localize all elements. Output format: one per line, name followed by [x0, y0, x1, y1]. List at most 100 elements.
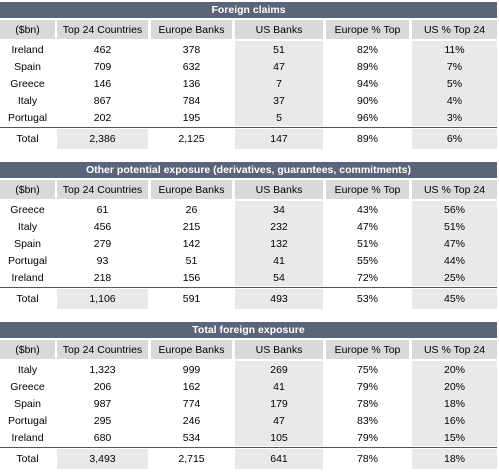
total-cell: 1,106 [57, 289, 148, 309]
column-header: Top 24 Countries [57, 20, 148, 39]
row-label: Ireland [11, 431, 44, 444]
table-cell: 5% [412, 75, 497, 92]
table-cell: 534 [182, 431, 201, 444]
table-cell: 3% [412, 109, 497, 126]
row-label: Portugal [7, 111, 48, 124]
table-cell: 94% [356, 77, 378, 90]
table-cell: 15% [412, 429, 497, 446]
row-label: Greece [10, 77, 45, 90]
row-label: Portugal [7, 254, 48, 267]
table-cell: 83% [356, 414, 378, 427]
total-cell: 45% [412, 289, 497, 309]
table-cell: 47% [412, 235, 497, 252]
table-cell: 279 [93, 237, 112, 250]
column-header: US Banks [235, 340, 323, 359]
column-header: US Banks [235, 20, 323, 39]
table-cell: 51% [412, 218, 497, 235]
table-cell: 156 [182, 271, 201, 284]
column-header: Europe Banks [151, 180, 232, 199]
column-header: Europe Banks [151, 340, 232, 359]
column-header: Europe % Top [326, 180, 409, 199]
table-cell: 43% [356, 203, 378, 216]
table-cell: 232 [235, 218, 323, 235]
table-cell: 709 [93, 60, 112, 73]
table-cell: 295 [93, 414, 112, 427]
table-cell: 61 [96, 203, 109, 216]
table-cell: 378 [182, 43, 201, 56]
row-label: Ireland [11, 271, 44, 284]
total-label: Total [16, 133, 39, 145]
table-cell: 784 [182, 94, 201, 107]
table-cell: 202 [93, 111, 112, 124]
row-label: Greece [10, 380, 45, 393]
table-cell: 206 [93, 380, 112, 393]
table-cell: 20% [412, 378, 497, 395]
table-cell: 75% [356, 363, 378, 376]
row-label: Spain [14, 237, 41, 250]
table-cell: 4% [412, 92, 497, 109]
total-cell: 3,493 [57, 449, 148, 469]
table-cell: 7% [412, 58, 497, 75]
table-cell: 680 [93, 431, 112, 444]
table-cell: 1,323 [89, 363, 116, 376]
total-cell: 2,125 [178, 133, 205, 145]
table-cell: 162 [182, 380, 201, 393]
column-header: US Banks [235, 180, 323, 199]
table-cell: 269 [235, 361, 323, 378]
row-label: Ireland [11, 43, 44, 56]
table-cell: 55% [356, 254, 378, 267]
table-title: Total foreign exposure [0, 322, 497, 338]
table-cell: 987 [93, 397, 112, 410]
total-cell: 591 [182, 293, 201, 305]
total-cell: 147 [235, 129, 323, 149]
table-cell: 20% [412, 361, 497, 378]
table-cell: 93 [96, 254, 109, 267]
table-cell: 96% [356, 111, 378, 124]
row-label: Portugal [7, 414, 48, 427]
column-header: Europe % Top [326, 340, 409, 359]
table-cell: 41 [235, 252, 323, 269]
table-cell: 72% [356, 271, 378, 284]
table-title: Foreign claims [0, 2, 497, 18]
row-label: Italy [17, 94, 38, 107]
table-cell: 246 [182, 414, 201, 427]
table-cell: 51 [235, 41, 323, 58]
table-cell: 82% [356, 43, 378, 56]
table-cell: 51 [185, 254, 198, 267]
column-header: ($bn) [0, 340, 55, 359]
table-cell: 34 [235, 201, 323, 218]
column-header: US % Top 24 [412, 340, 497, 359]
table-cell: 41 [235, 378, 323, 395]
column-header: ($bn) [0, 180, 55, 199]
total-label: Total [16, 453, 39, 465]
table-cell: 136 [182, 77, 201, 90]
total-cell: 641 [235, 449, 323, 469]
table-cell: 47 [235, 58, 323, 75]
table-cell: 26 [185, 203, 198, 216]
table-cell: 146 [93, 77, 112, 90]
table-cell: 79% [356, 431, 378, 444]
row-label: Spain [14, 60, 41, 73]
table-cell: 47% [356, 220, 378, 233]
table-cell: 25% [412, 269, 497, 286]
table-cell: 54 [235, 269, 323, 286]
table-cell: 867 [93, 94, 112, 107]
table-cell: 179 [235, 395, 323, 412]
total-rule [0, 287, 497, 288]
column-header: US % Top 24 [412, 180, 497, 199]
table-cell: 462 [93, 43, 112, 56]
column-header: Top 24 Countries [57, 340, 148, 359]
table-cell: 7 [235, 75, 323, 92]
table-cell: 51% [356, 237, 378, 250]
column-header: US % Top 24 [412, 20, 497, 39]
total-cell: 53% [356, 293, 378, 305]
table-cell: 90% [356, 94, 378, 107]
table-cell: 18% [412, 395, 497, 412]
table-cell: 89% [356, 60, 378, 73]
table-cell: 5 [235, 109, 323, 126]
table-cell: 78% [356, 397, 378, 410]
total-cell: 2,715 [178, 453, 205, 465]
column-header: ($bn) [0, 20, 55, 39]
row-label: Spain [14, 397, 41, 410]
